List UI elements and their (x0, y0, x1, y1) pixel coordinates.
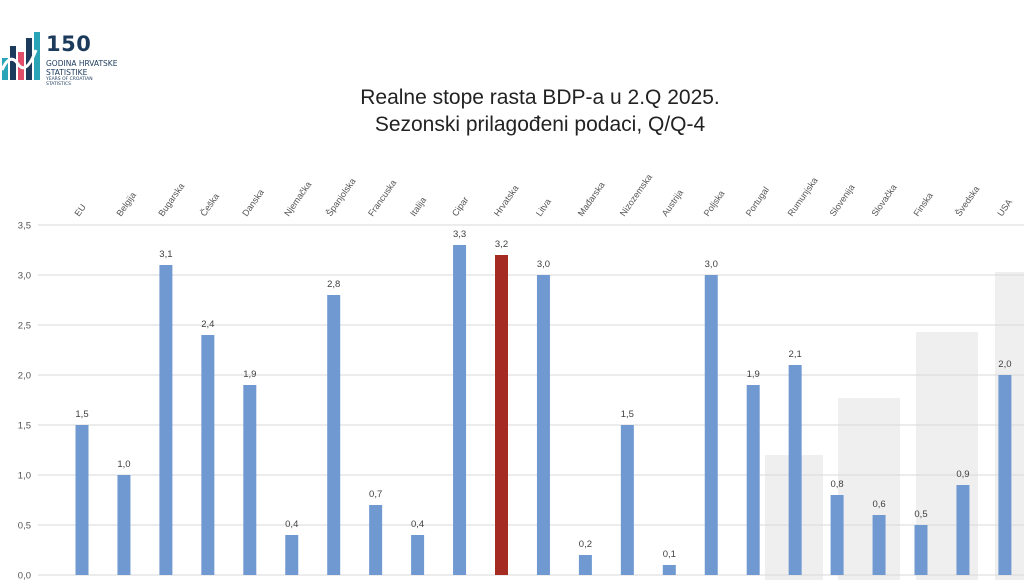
data-label: 0,2 (579, 539, 592, 550)
data-label: 3,0 (537, 259, 550, 270)
bar-finska (914, 525, 928, 575)
logo-text-line3: YEARS OF CROATIAN (46, 77, 93, 82)
y-tick-label: 2,0 (18, 371, 31, 382)
data-label: 0,4 (285, 519, 298, 530)
logo-text-line2: STATISTIKE (46, 68, 88, 77)
data-label: 0,9 (956, 469, 969, 480)
watermark-shape (838, 398, 900, 580)
data-labels: 1,5 1,0 3,1 2,4 1,9 0,4 2,8 0,7 0,4 3,3 3,2 3,0 0,2 1… (75, 229, 1011, 560)
category-label: Danska (240, 187, 266, 218)
y-tick-label: 2,5 (18, 321, 31, 332)
category-label: Cipar (450, 195, 471, 218)
category-label: EU (72, 202, 87, 218)
bar-hrvatska (495, 255, 508, 575)
category-label: Finska (911, 191, 934, 218)
logo-text-line4: STATISTICS (46, 82, 71, 87)
bar-chart-logo-icon (0, 32, 40, 80)
y-tick-label: 1,0 (18, 471, 31, 482)
y-tick-label: 1,5 (18, 421, 31, 432)
category-label: USA (995, 197, 1014, 218)
category-label: Belgija (114, 190, 138, 218)
chart-subtitle: Sezonski prilagođeni podaci, Q/Q-4 (374, 113, 706, 136)
bar-usa (998, 375, 1012, 575)
data-label: 0,6 (872, 499, 885, 510)
logo-text-line1: GODINA HRVATSKE (46, 59, 118, 68)
category-label: Mađarska (576, 180, 607, 218)
bar-švedska (956, 485, 970, 575)
bar-slovačka (872, 515, 886, 575)
data-label: 0,4 (411, 519, 424, 530)
y-tick-label: 3,5 (18, 221, 31, 232)
category-label: Češka (198, 192, 221, 219)
bar-bugarska (159, 265, 173, 575)
data-label: 2,4 (201, 319, 214, 330)
category-label: Švedska (953, 184, 981, 218)
bar-italija (411, 535, 425, 575)
data-label: 3,0 (705, 259, 718, 270)
data-label: 1,5 (75, 409, 88, 420)
chart-title: Realne stope rasta BDP-a u 2.Q 2025. (360, 86, 720, 109)
category-label: Litva (534, 197, 553, 218)
y-tick-label: 0,0 (18, 571, 31, 580)
data-label: 2,1 (789, 349, 802, 360)
category-label: Bugarska (156, 181, 186, 218)
category-label: Španjolska (324, 176, 357, 218)
bar-poljska (704, 275, 718, 575)
bar-danska (243, 385, 257, 575)
data-label: 0,5 (914, 509, 927, 520)
data-label: 3,2 (495, 239, 508, 250)
data-label: 1,5 (621, 409, 634, 420)
bar-nizozemska (620, 425, 634, 575)
y-tick-label: 0,5 (18, 521, 31, 532)
category-label: Austrija (660, 188, 685, 218)
data-label: 3,3 (453, 229, 466, 240)
bar-njemačka (285, 535, 299, 575)
bar-slovenija (830, 495, 844, 575)
category-labels: EU Belgija Bugarska Češka Danska Njemačka Špan… (72, 172, 1014, 218)
category-label: Italija (408, 195, 428, 218)
watermark-graphic (765, 272, 1024, 580)
bar-eu (75, 425, 89, 575)
data-label: 0,8 (830, 479, 843, 490)
category-label: Hrvatska (492, 183, 521, 218)
data-label: 2,8 (327, 279, 340, 290)
bar-portugal (746, 385, 760, 575)
category-label: Rumunjska (786, 176, 820, 219)
category-label: Portugal (744, 185, 771, 218)
bar-španjolska (327, 295, 341, 575)
category-label: Poljska (702, 189, 727, 219)
data-label: 2,0 (998, 359, 1011, 370)
bar-češka (201, 335, 215, 575)
y-axis-ticks: 0,0 0,5 1,0 1,5 2,0 2,5 3,0 3,5 (18, 221, 31, 580)
y-tick-label: 3,0 (18, 271, 31, 282)
category-label: Slovačka (869, 182, 898, 218)
bar-belgija (117, 475, 131, 575)
bars (75, 245, 1012, 575)
dzs-150-logo: 150 GODINA HRVATSKE STATISTIKE YEARS OF … (0, 30, 140, 90)
data-label: 3,1 (159, 249, 172, 260)
category-label: Slovenija (828, 182, 857, 218)
category-label: Njemačka (282, 180, 313, 219)
data-label: 0,7 (369, 489, 382, 500)
bar-mađarska (578, 555, 592, 575)
bar-cipar (453, 245, 467, 575)
data-label: 1,9 (747, 369, 760, 380)
logo-number: 150 (46, 32, 92, 56)
data-label: 1,0 (117, 459, 130, 470)
bar-litva (536, 275, 550, 575)
bar-austrija (662, 565, 676, 575)
category-label: Francuska (366, 178, 398, 218)
data-label: 1,9 (243, 369, 256, 380)
bar-rumunjska (788, 365, 802, 575)
data-label: 0,1 (663, 549, 676, 560)
category-label: Nizozemska (618, 172, 654, 218)
bar-francuska (369, 505, 383, 575)
